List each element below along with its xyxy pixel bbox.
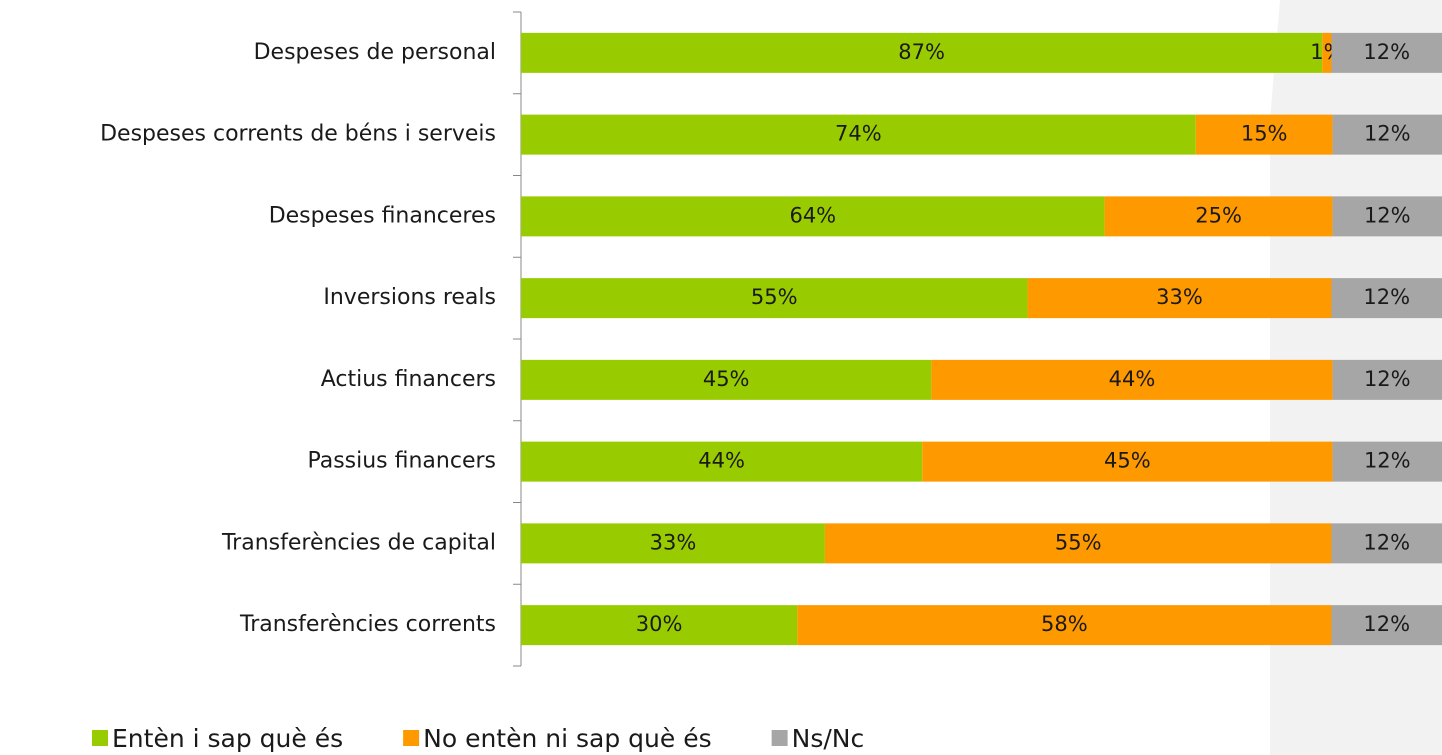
bar-segment bbox=[521, 114, 1196, 155]
legend-label: No entèn ni sap què és bbox=[423, 724, 712, 753]
value-label: 74% bbox=[835, 122, 882, 146]
value-label: 55% bbox=[1055, 530, 1102, 554]
bar-segment bbox=[1331, 523, 1442, 564]
bar-segment bbox=[521, 523, 825, 564]
y-tick-label: Transferències de capital bbox=[221, 530, 496, 555]
value-label: 25% bbox=[1195, 203, 1242, 227]
bar-segment bbox=[824, 523, 1332, 564]
value-label: 44% bbox=[1109, 367, 1156, 391]
y-tick-label: Despeses corrents de béns i serveis bbox=[100, 122, 496, 147]
bar-segment bbox=[1331, 32, 1442, 73]
bar-segment bbox=[521, 441, 923, 482]
value-label: 30% bbox=[636, 612, 683, 636]
value-label: 55% bbox=[751, 285, 798, 309]
y-tick-label: Actius financers bbox=[321, 367, 496, 392]
bar-segment bbox=[1332, 114, 1442, 155]
bar-segment bbox=[797, 605, 1332, 646]
y-tick-label: Despeses de personal bbox=[254, 40, 496, 65]
bar-segment bbox=[521, 196, 1105, 237]
bar-segment bbox=[1332, 196, 1442, 237]
bar-segment bbox=[1331, 605, 1442, 646]
value-label: 44% bbox=[698, 449, 745, 473]
legend-swatch bbox=[92, 730, 108, 746]
value-label: 12% bbox=[1363, 612, 1410, 636]
bar-segment bbox=[1331, 278, 1442, 319]
value-label: 12% bbox=[1364, 449, 1411, 473]
value-label: 64% bbox=[789, 203, 836, 227]
value-label: 33% bbox=[1156, 285, 1203, 309]
bar-segment bbox=[1027, 278, 1332, 319]
value-label: 12% bbox=[1364, 122, 1411, 146]
legend-swatch bbox=[771, 730, 788, 746]
bar-segment bbox=[521, 359, 932, 400]
value-label: 45% bbox=[1104, 449, 1151, 473]
legend-label: Entèn i sap què és bbox=[112, 724, 343, 753]
value-label: 33% bbox=[650, 530, 697, 554]
bar-segment bbox=[1332, 441, 1442, 482]
value-label: 12% bbox=[1364, 367, 1411, 391]
value-label: 12% bbox=[1364, 203, 1411, 227]
bar-segment bbox=[1332, 359, 1442, 400]
bar-segment bbox=[521, 605, 798, 646]
y-tick-label: Inversions reals bbox=[323, 285, 496, 310]
legend-swatch bbox=[403, 730, 420, 746]
value-label: 87% bbox=[898, 40, 945, 64]
value-label: 45% bbox=[703, 367, 750, 391]
value-label: 12% bbox=[1363, 285, 1410, 309]
bar-segment bbox=[521, 278, 1028, 319]
value-label: 12% bbox=[1363, 40, 1410, 64]
legend-label: Ns/Nc bbox=[792, 724, 865, 753]
bar-segment bbox=[1195, 114, 1333, 155]
y-tick-label: Despeses financeres bbox=[269, 203, 496, 228]
bar-segment bbox=[1104, 196, 1333, 237]
y-tick-label: Passius financers bbox=[307, 449, 496, 474]
bar-segment bbox=[922, 441, 1333, 482]
y-tick-label: Transferències corrents bbox=[239, 612, 496, 637]
bar-segment bbox=[931, 359, 1333, 400]
bar-segment bbox=[521, 32, 1323, 73]
bar-segment bbox=[1322, 32, 1332, 73]
value-label: 12% bbox=[1363, 530, 1410, 554]
value-label: 58% bbox=[1041, 612, 1088, 636]
value-label: 15% bbox=[1241, 122, 1288, 146]
